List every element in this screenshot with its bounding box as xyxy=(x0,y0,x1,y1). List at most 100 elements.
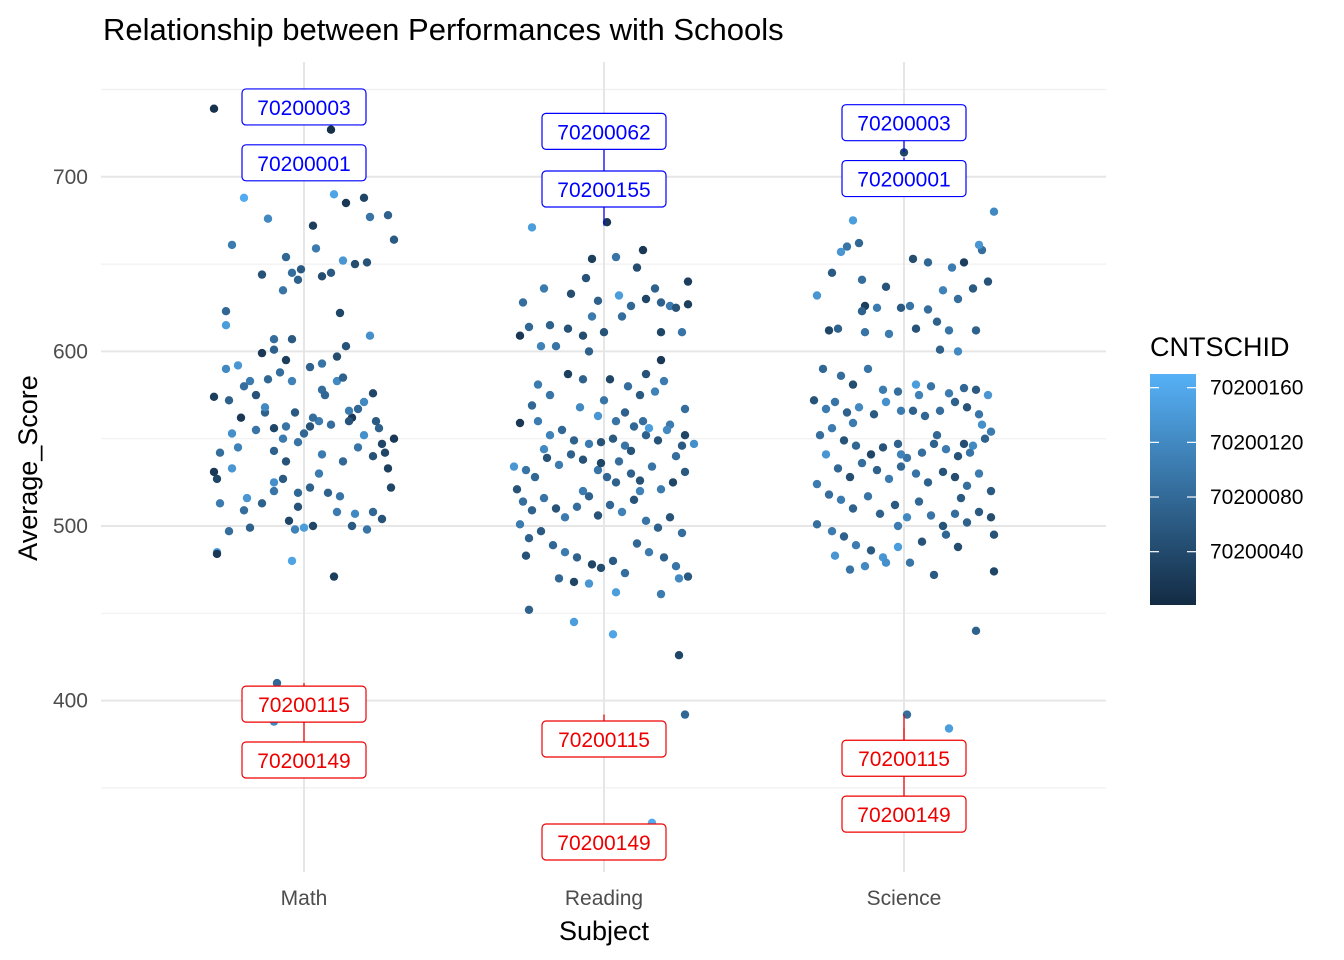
school-label-box xyxy=(841,159,967,198)
data-point xyxy=(683,572,693,581)
data-point xyxy=(677,528,687,538)
data-point xyxy=(968,441,978,450)
data-point xyxy=(278,286,288,295)
data-point xyxy=(620,568,630,578)
data-point xyxy=(359,431,369,440)
data-point xyxy=(629,422,639,431)
data-point xyxy=(611,417,621,426)
data-point xyxy=(317,450,327,459)
data-point xyxy=(929,439,939,449)
data-point xyxy=(389,235,399,244)
data-point xyxy=(275,368,285,377)
data-point xyxy=(515,331,525,340)
school-label-text: 70200062 xyxy=(557,121,650,144)
data-point xyxy=(914,390,924,400)
data-point xyxy=(536,342,546,351)
data-point xyxy=(617,507,627,517)
school-label-box xyxy=(241,144,367,182)
data-point xyxy=(911,324,921,333)
data-point xyxy=(341,342,351,351)
data-point xyxy=(596,438,606,447)
data-point xyxy=(872,303,882,312)
y-tick-label: 500 xyxy=(53,515,88,538)
data-point xyxy=(308,521,318,531)
y-tick-labels: 400 500 600 700 xyxy=(53,166,88,713)
y-axis-label: Average_Score xyxy=(13,375,43,561)
data-point xyxy=(209,467,219,477)
data-point xyxy=(683,300,693,309)
data-point xyxy=(548,541,558,550)
data-point xyxy=(221,321,231,330)
data-point xyxy=(881,282,891,291)
data-point xyxy=(263,214,273,223)
data-point xyxy=(812,291,822,300)
data-point xyxy=(281,355,291,365)
data-point xyxy=(965,448,975,457)
data-point xyxy=(584,579,594,588)
data-point xyxy=(938,467,948,477)
data-point xyxy=(953,452,963,461)
data-point xyxy=(848,380,858,389)
school-label-box xyxy=(841,795,967,833)
data-point xyxy=(269,486,279,496)
data-point xyxy=(587,312,597,321)
data-point xyxy=(359,193,369,202)
data-point xyxy=(320,390,330,400)
data-point xyxy=(545,321,555,330)
data-point xyxy=(539,493,549,503)
legend-title: CNTSCHID xyxy=(1150,332,1290,362)
data-point xyxy=(236,413,246,422)
data-point xyxy=(368,507,378,517)
data-point xyxy=(971,385,981,394)
data-point xyxy=(821,450,831,459)
data-point xyxy=(593,511,603,520)
data-point xyxy=(620,441,630,450)
legend-colorbar xyxy=(1150,374,1196,605)
school-label-box xyxy=(841,739,967,777)
data-point xyxy=(836,371,846,380)
data-point xyxy=(641,431,651,440)
data-point xyxy=(587,254,597,264)
data-point xyxy=(245,523,255,532)
data-point xyxy=(524,322,534,332)
data-point xyxy=(974,410,984,419)
data-point xyxy=(305,422,315,431)
data-point xyxy=(920,411,930,421)
data-point xyxy=(215,448,225,457)
data-point xyxy=(614,291,624,300)
data-point xyxy=(515,520,525,529)
school-label-box xyxy=(541,170,667,208)
data-point xyxy=(926,382,936,391)
data-point xyxy=(842,242,852,251)
legend-ticks: 70200040 70200080 70200120 70200160 xyxy=(1150,377,1303,564)
x-tick-labels: Math Reading Science xyxy=(281,887,942,910)
data-point xyxy=(896,406,906,415)
data-point xyxy=(611,588,621,597)
data-point xyxy=(827,424,837,433)
data-point xyxy=(647,462,657,471)
data-point xyxy=(902,513,912,522)
data-point xyxy=(560,513,570,522)
data-point xyxy=(527,223,537,232)
school-label-text: 70200001 xyxy=(257,153,350,176)
data-point xyxy=(557,425,567,435)
data-point xyxy=(380,448,390,457)
data-point xyxy=(263,375,273,384)
data-point xyxy=(680,710,690,719)
data-point xyxy=(917,448,927,457)
data-point xyxy=(260,403,270,412)
data-point xyxy=(599,328,609,337)
data-point xyxy=(683,277,693,286)
data-point xyxy=(611,252,621,262)
data-point xyxy=(935,345,945,354)
data-point xyxy=(584,347,594,356)
data-point xyxy=(656,485,666,494)
data-point xyxy=(623,382,633,391)
data-point xyxy=(599,396,609,405)
data-point xyxy=(953,542,963,552)
data-point xyxy=(539,284,549,293)
data-point xyxy=(896,450,906,459)
data-point xyxy=(626,469,636,478)
data-point xyxy=(578,375,588,384)
data-point xyxy=(383,211,393,220)
